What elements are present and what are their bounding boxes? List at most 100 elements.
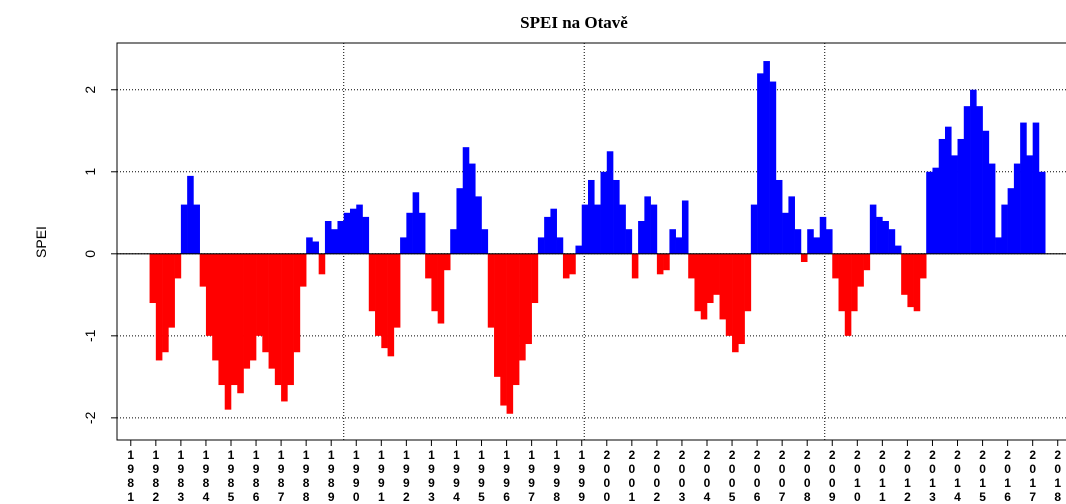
bar — [663, 253, 670, 271]
bar — [1013, 163, 1021, 254]
bar — [481, 229, 489, 254]
chart-title: SPEI na Otavě — [520, 13, 628, 32]
x-tick-label: 2016 — [1000, 448, 1015, 504]
bar — [506, 253, 514, 414]
bar — [681, 200, 689, 254]
x-tick-label: 2003 — [674, 448, 689, 504]
bar — [581, 204, 589, 254]
x-tick-label: 2012 — [900, 448, 915, 504]
bar — [732, 253, 739, 353]
bar — [757, 73, 764, 254]
bar — [857, 253, 864, 287]
bar — [938, 138, 946, 254]
x-tick-label: 1982 — [148, 448, 163, 504]
bar — [594, 204, 601, 254]
bar — [638, 220, 645, 254]
bar — [650, 204, 658, 254]
bar — [193, 204, 200, 254]
bar — [882, 220, 889, 254]
bar — [375, 253, 382, 336]
x-tick-label: 2009 — [825, 448, 840, 504]
bar — [443, 253, 451, 271]
bar — [694, 253, 702, 312]
x-tick-label: 1981 — [123, 448, 138, 504]
bar — [995, 237, 1002, 254]
bar — [1026, 155, 1033, 254]
bar — [713, 253, 720, 295]
bar — [293, 253, 301, 353]
bar — [888, 229, 896, 254]
bar — [412, 192, 420, 254]
bar — [656, 253, 664, 275]
bar — [569, 253, 576, 275]
bar — [769, 81, 777, 254]
bar — [675, 237, 683, 254]
bar — [813, 237, 821, 254]
x-tick-label: 1985 — [223, 448, 238, 504]
plot-frame — [116, 42, 1066, 441]
x-tick-label: 2008 — [800, 448, 815, 504]
x-tick-label: 2018 — [1050, 448, 1065, 504]
bar — [744, 253, 752, 312]
bar — [168, 253, 175, 328]
x-tick-label: 1984 — [198, 448, 213, 504]
bar — [299, 253, 307, 287]
bar — [306, 237, 313, 254]
y-tick-label: -2 — [82, 411, 98, 424]
bar — [349, 208, 357, 254]
x-tick-label: 2010 — [850, 448, 865, 504]
bar — [851, 253, 858, 312]
bar — [807, 229, 814, 254]
bar — [205, 253, 213, 336]
bar — [287, 253, 294, 386]
bar — [475, 196, 482, 254]
bar — [919, 253, 927, 279]
x-tick-label: 2006 — [750, 448, 765, 504]
x-tick-label: 1990 — [349, 448, 364, 504]
bar — [738, 253, 745, 345]
bar — [625, 229, 633, 254]
x-tick-label: 1995 — [474, 448, 489, 504]
x-tick-label: 2000 — [599, 448, 614, 504]
bar — [274, 253, 282, 386]
x-tick-label: 2013 — [925, 448, 940, 504]
bar — [970, 89, 977, 254]
bar — [456, 188, 464, 254]
bar — [932, 167, 940, 254]
bar — [719, 253, 727, 320]
bar — [750, 204, 758, 254]
bar — [700, 253, 708, 320]
bar — [550, 208, 557, 254]
bar — [587, 179, 595, 254]
bar — [944, 126, 952, 254]
bar — [913, 253, 921, 312]
bar — [212, 253, 219, 361]
x-tick-label: 2005 — [725, 448, 740, 504]
bar — [162, 253, 169, 353]
bar — [450, 229, 457, 254]
bar — [180, 204, 188, 254]
bar — [763, 61, 770, 254]
x-tick-label: 1996 — [499, 448, 514, 504]
bar — [494, 253, 501, 377]
bar — [431, 253, 438, 312]
x-tick-label: 2011 — [875, 448, 890, 504]
bar — [368, 253, 376, 312]
bar — [393, 253, 401, 328]
bar — [869, 204, 877, 254]
bar — [1032, 122, 1040, 254]
x-tick-label: 2004 — [699, 448, 714, 504]
bar — [725, 253, 733, 336]
bar — [544, 216, 551, 254]
y-tick-label: -1 — [82, 329, 98, 342]
bar — [619, 204, 626, 254]
bar — [957, 138, 965, 254]
bar — [982, 130, 990, 254]
bar — [381, 253, 388, 349]
bar — [838, 253, 846, 312]
bar — [794, 229, 802, 254]
bar — [281, 253, 288, 402]
x-tick-label: 1998 — [549, 448, 564, 504]
bar — [844, 253, 852, 336]
